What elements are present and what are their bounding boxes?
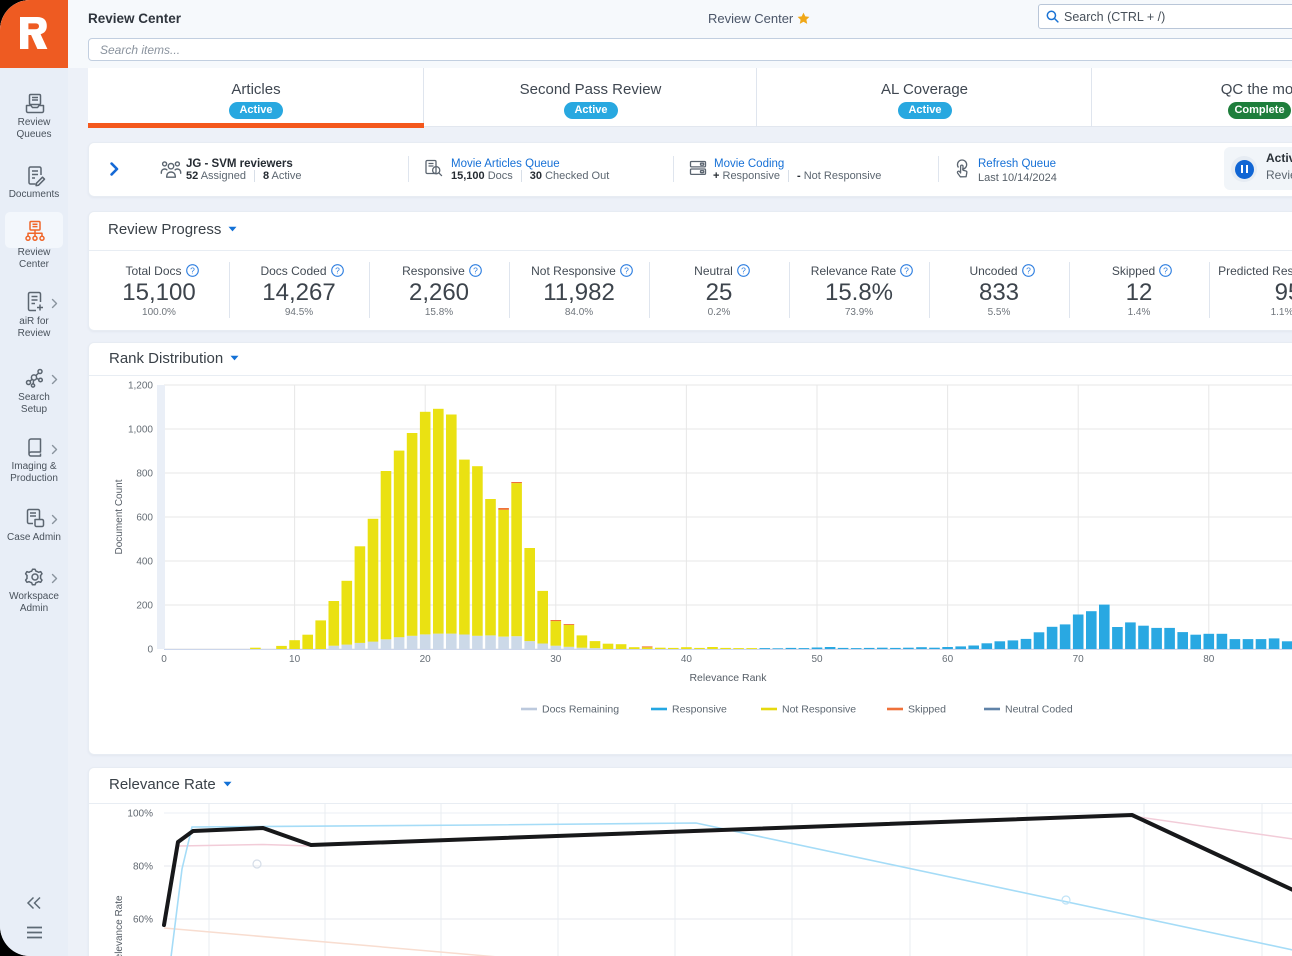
svg-text:0: 0 bbox=[161, 654, 167, 665]
svg-text:60%: 60% bbox=[133, 915, 153, 926]
svg-text:Neutral Coded: Neutral Coded bbox=[1005, 704, 1073, 716]
svg-text:Docs Remaining: Docs Remaining bbox=[542, 704, 619, 716]
svg-text:800: 800 bbox=[136, 469, 153, 480]
svg-text:400: 400 bbox=[136, 557, 153, 568]
svg-text:?: ? bbox=[335, 265, 340, 275]
svg-text:40: 40 bbox=[681, 654, 693, 665]
svg-text:Relevance Rank: Relevance Rank bbox=[689, 672, 767, 684]
svg-text:1,200: 1,200 bbox=[128, 381, 153, 392]
svg-text:?: ? bbox=[190, 265, 195, 275]
svg-text:Responsive: Responsive bbox=[672, 704, 727, 716]
svg-text:100%: 100% bbox=[127, 809, 153, 820]
svg-text:Relevance Rate: Relevance Rate bbox=[114, 895, 125, 956]
svg-text:10: 10 bbox=[289, 654, 301, 665]
svg-text:Document Count: Document Count bbox=[114, 479, 125, 554]
svg-text:80%: 80% bbox=[133, 862, 153, 873]
svg-text:?: ? bbox=[1026, 265, 1031, 275]
svg-text:?: ? bbox=[741, 265, 746, 275]
svg-text:600: 600 bbox=[136, 513, 153, 524]
svg-text:20: 20 bbox=[420, 654, 432, 665]
svg-text:0: 0 bbox=[147, 645, 153, 656]
svg-text:?: ? bbox=[473, 265, 478, 275]
svg-text:1,000: 1,000 bbox=[128, 425, 153, 436]
svg-text:70: 70 bbox=[1073, 654, 1085, 665]
svg-text:60: 60 bbox=[942, 654, 954, 665]
svg-text:Not Responsive: Not Responsive bbox=[782, 704, 856, 716]
svg-text:Skipped: Skipped bbox=[908, 704, 946, 716]
svg-text:?: ? bbox=[1163, 265, 1168, 275]
svg-text:80: 80 bbox=[1203, 654, 1215, 665]
svg-text:?: ? bbox=[904, 265, 909, 275]
svg-text:30: 30 bbox=[550, 654, 562, 665]
svg-text:50: 50 bbox=[811, 654, 823, 665]
svg-text:200: 200 bbox=[136, 601, 153, 612]
svg-text:?: ? bbox=[624, 265, 629, 275]
